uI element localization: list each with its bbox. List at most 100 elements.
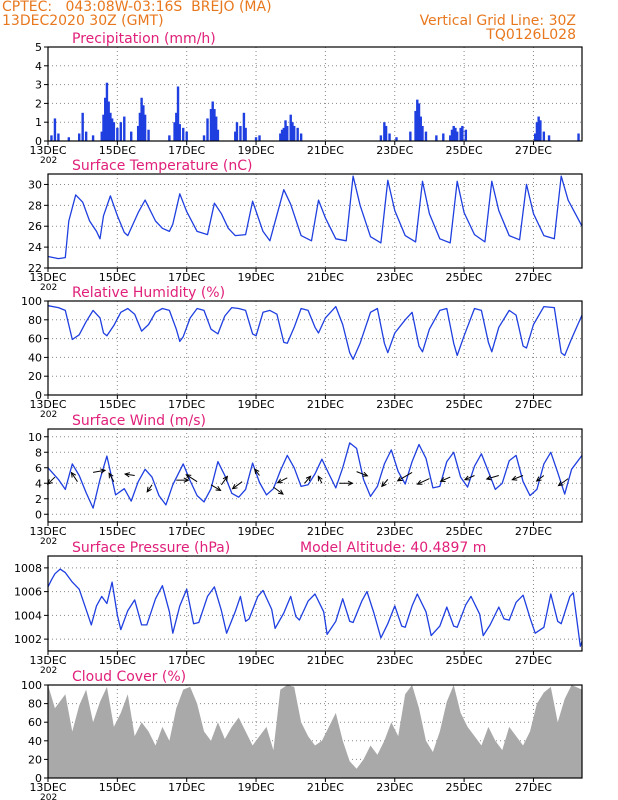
precip-bar	[577, 133, 580, 141]
precip-bar	[185, 131, 188, 141]
precip-bar	[296, 127, 299, 141]
precip-bar	[537, 116, 540, 141]
wind-ytick-label: 10	[28, 431, 42, 444]
wind-arrow	[108, 473, 115, 482]
rh-line	[47, 305, 583, 360]
precip-bar	[91, 135, 95, 141]
wind-arrow	[210, 484, 221, 491]
wind-arrow	[417, 478, 430, 485]
wind-panel: 0 2 4 6 8 10 13DEC 15DEC 17DEC 19DEC 21DEC 23DEC 25D…	[28, 413, 583, 547]
temp-ytick-label: 26	[28, 220, 42, 233]
wind-arrow-head	[535, 476, 542, 482]
cloud-frame	[47, 684, 583, 779]
precip-ytick-label: 4	[35, 60, 42, 73]
precip-bar	[461, 125, 464, 141]
precip-bar	[286, 125, 289, 141]
wind-arrow-head	[381, 481, 387, 488]
precip-bar	[464, 129, 468, 141]
precip-bar	[143, 114, 147, 141]
wind-ytick-label: 8	[35, 446, 42, 459]
cloud-ytick-label: 60	[28, 716, 42, 729]
wind-arrow-head	[277, 489, 284, 495]
precip-xtick-label: 15DEC	[99, 144, 136, 157]
precip-bar	[107, 101, 110, 141]
precip-bar	[291, 122, 294, 141]
precip-xtick-label: 17DEC	[168, 144, 205, 157]
precip-bar	[175, 112, 178, 141]
wind-arrow	[397, 471, 413, 482]
wind-ytick-label: 0	[35, 508, 42, 521]
temp-xtick-label: 17DEC	[168, 271, 205, 284]
wind-arrow-head	[317, 475, 323, 482]
temp-ytick-label: 24	[28, 241, 42, 254]
precip-bar	[289, 114, 292, 141]
precip-bar	[395, 137, 398, 141]
precip-ytick-label: 5	[35, 41, 42, 54]
wind-arrow	[356, 471, 368, 477]
precip-bar	[202, 135, 206, 141]
precip-bar	[234, 131, 237, 141]
precip-bar	[173, 122, 176, 141]
wind-arrow	[464, 475, 475, 481]
temp-xtick-label: 21DEC	[307, 271, 344, 284]
press-frame	[47, 555, 583, 652]
rh-xtick-label: 25DEC	[446, 398, 483, 411]
precip-bar	[454, 127, 457, 141]
wind-arrow	[71, 472, 78, 482]
temp-xtick-label: 25DEC	[446, 271, 483, 284]
precip-bar	[104, 97, 107, 141]
wind-xtick-label: 13DEC	[29, 525, 66, 538]
precip-bar	[383, 122, 386, 141]
cloud-xtick-label: 21DEC	[307, 781, 344, 794]
precip-bar	[459, 127, 462, 141]
precip-title: Precipitation (mm/h)	[72, 31, 216, 47]
precip-bar	[535, 122, 539, 141]
precip-bar	[84, 131, 88, 141]
precip-xtick-label: 27DEC	[515, 144, 552, 157]
cloud-ytick-label: 40	[28, 735, 42, 748]
rh-xtick-label: 23DEC	[376, 398, 413, 411]
wind-arrow-head	[100, 468, 107, 474]
temp-year-label: 202	[40, 283, 57, 293]
precip-bar	[417, 103, 421, 141]
temp-title: Surface Temperature (nC)	[72, 158, 253, 174]
precip-bar	[57, 133, 60, 141]
precip-xtick-label: 25DEC	[446, 144, 483, 157]
press-panel: 1002 1004 1006 1008 13DEC 15DEC 17DEC 19DEC 21DE…	[14, 540, 583, 676]
precip-bar	[442, 133, 445, 141]
press-ytick-label: 1002	[14, 633, 42, 646]
temp-ytick-label: 22	[28, 262, 42, 275]
rh-xtick-label: 19DEC	[237, 398, 274, 411]
precip-bar	[419, 116, 422, 141]
wind-xtick-label: 21DEC	[307, 525, 344, 538]
temp-panel: 22 24 26 28 30 13DEC 15DEC 17DEC 19DEC 21DEC 23DEC…	[28, 158, 583, 293]
cloud-panel: 0 20 40 60 80 100 13DEC 15DEC 17DEC 19DEC 21DEC 23D…	[21, 669, 583, 800]
rh-ytick-label: 20	[28, 370, 42, 383]
precip-bar	[235, 122, 239, 141]
model-header: TQ0126L028	[486, 27, 576, 43]
precip-bar	[414, 110, 417, 141]
wind-xtick-label: 19DEC	[237, 525, 274, 538]
press-xtick-label: 13DEC	[29, 654, 66, 667]
wind-arrow-head	[396, 476, 403, 482]
precip-bar	[379, 135, 383, 141]
wind-arrow	[92, 469, 106, 473]
wind-arrow	[512, 475, 524, 481]
precip-frame	[47, 46, 583, 142]
wind-xtick-label: 17DEC	[168, 525, 205, 538]
precip-bar	[116, 127, 119, 141]
precip-bar	[119, 122, 123, 141]
rh-xtick-label: 21DEC	[307, 398, 344, 411]
rh-frame	[47, 300, 583, 396]
press-xtick-label: 27DEC	[515, 654, 552, 667]
wind-arrow-head	[146, 486, 152, 493]
precip-bar	[384, 125, 388, 141]
precip-bar	[78, 133, 81, 141]
wind-arrow-head	[557, 480, 564, 487]
precip-bar	[539, 120, 542, 141]
precip-bar	[299, 133, 303, 141]
precip-bar	[209, 109, 213, 141]
wind-xtick-label: 27DEC	[515, 525, 552, 538]
cloud-area	[48, 685, 582, 778]
